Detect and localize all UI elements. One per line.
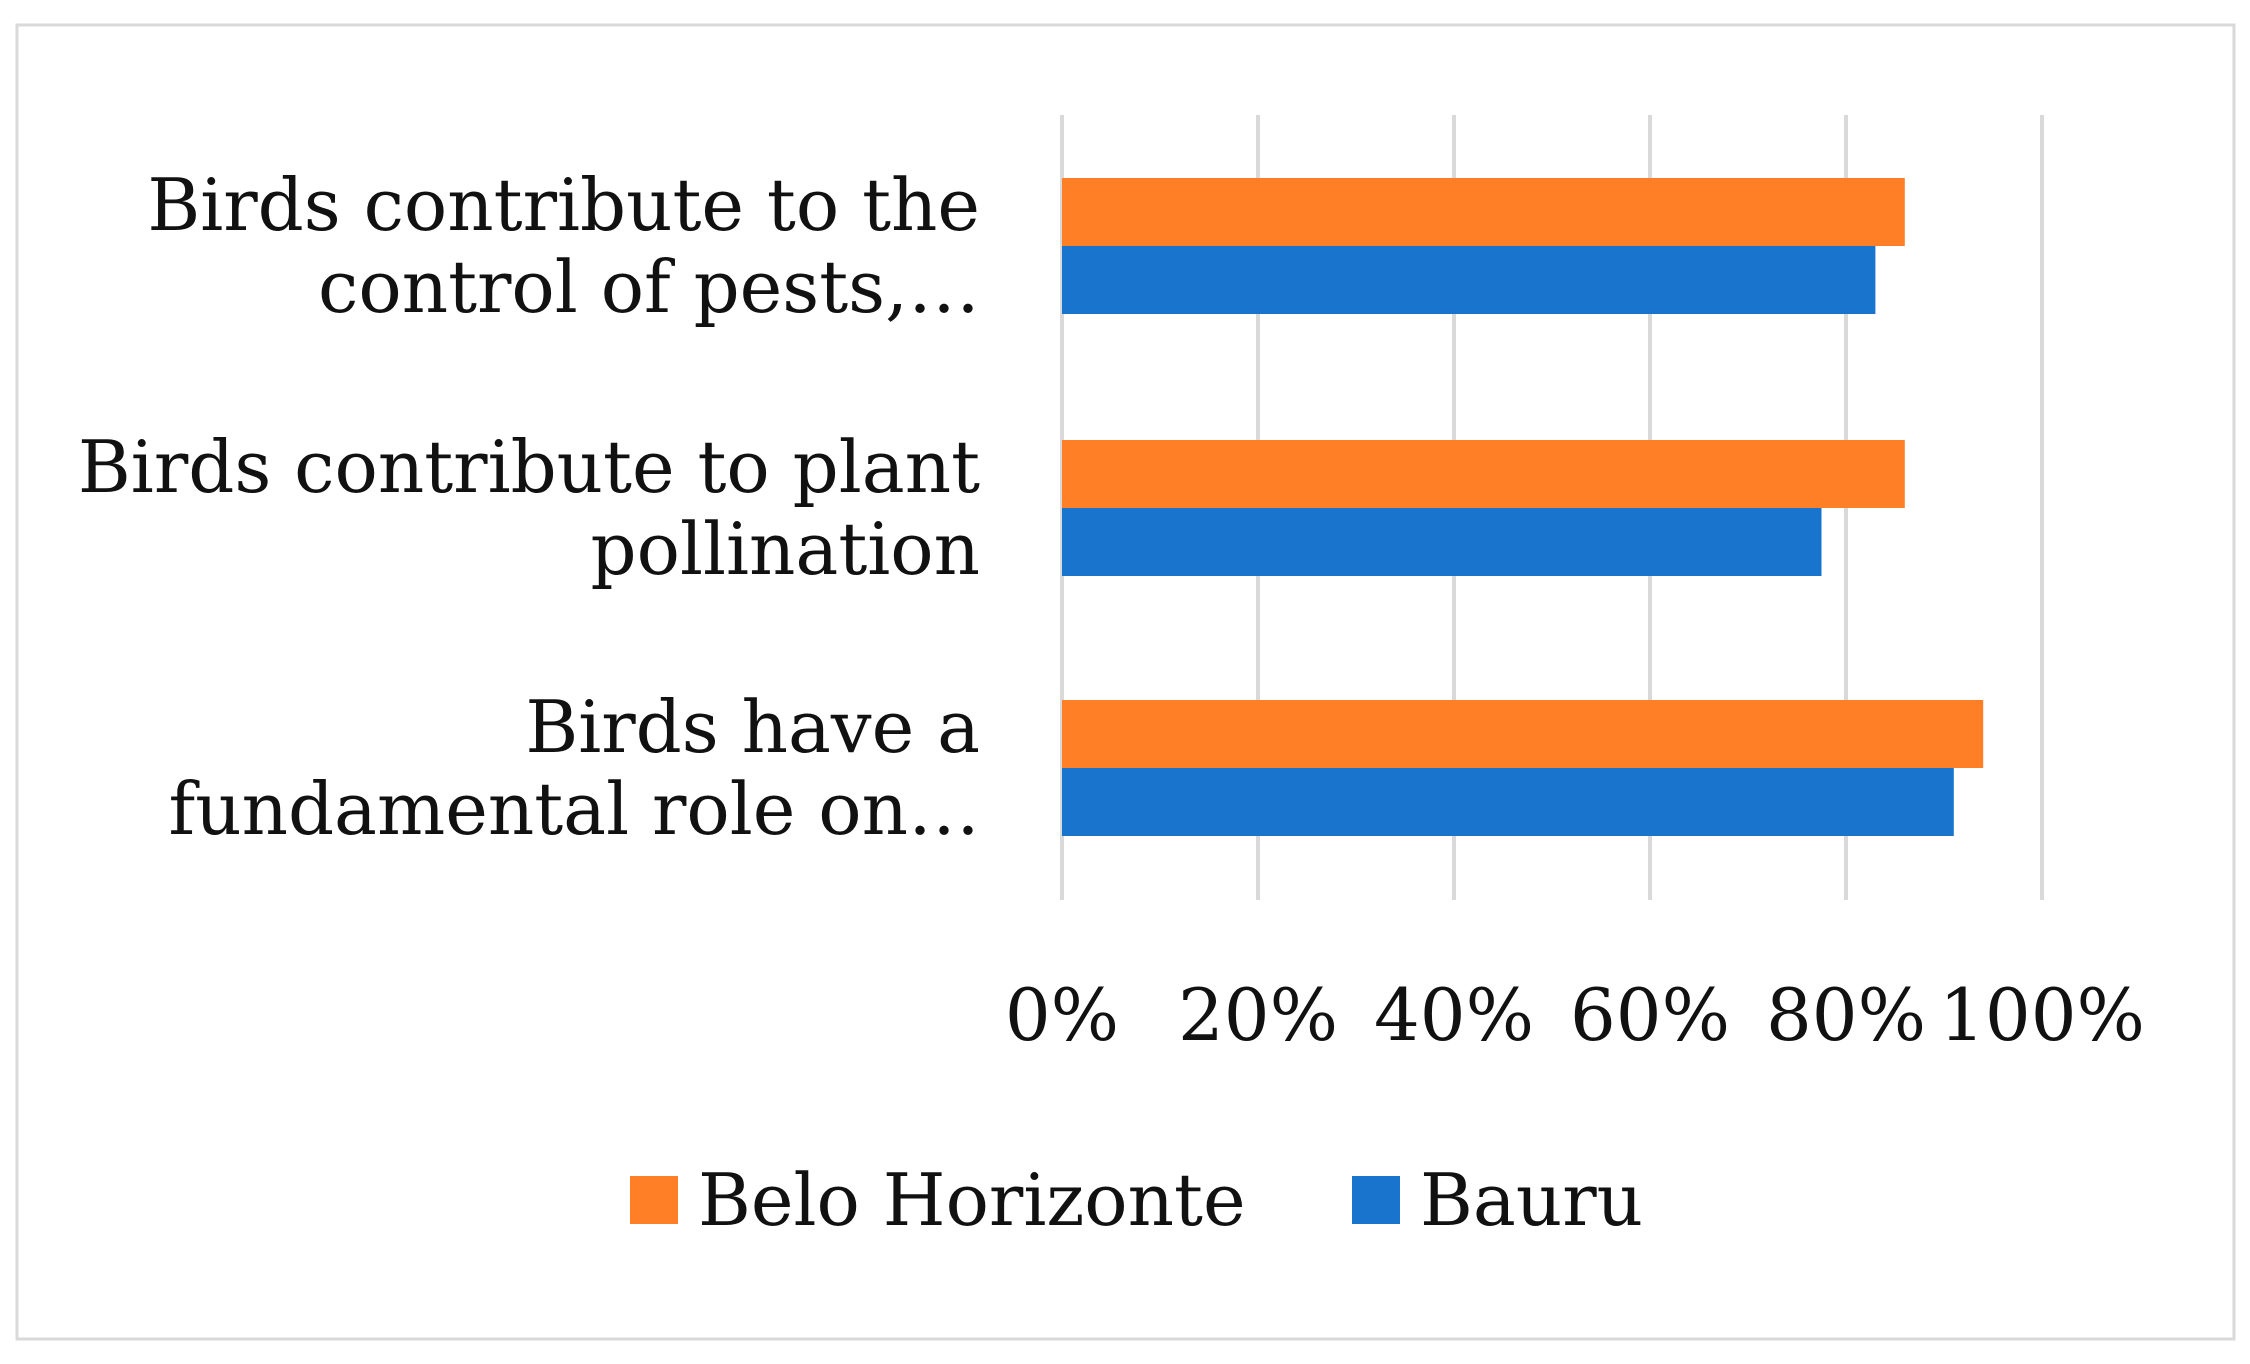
bar-bauru-0	[1062, 246, 1876, 314]
x-tick-label: 100%	[1939, 973, 2145, 1057]
x-tick-label: 80%	[1766, 973, 1926, 1057]
x-tick-label: 60%	[1570, 973, 1730, 1057]
category-label-line: fundamental role on…	[169, 767, 980, 851]
category-label-line: Birds contribute to plant	[78, 425, 980, 509]
category-label: Birds have a fundamental role on…	[169, 685, 980, 851]
legend-label-1: Bauru	[1420, 1158, 1643, 1242]
bar-belo-horizonte-2	[1062, 700, 1984, 768]
legend-swatch-0	[630, 1176, 678, 1224]
category-label-line: control of pests,…	[318, 245, 980, 329]
category-label-line: Birds have a	[525, 685, 980, 769]
x-tick-label: 0%	[1005, 973, 1119, 1057]
legend-swatch-1	[1352, 1176, 1400, 1224]
x-tick-label: 20%	[1178, 973, 1338, 1057]
category-label-line: Birds contribute to the	[147, 163, 980, 247]
category-label-line: pollination	[591, 507, 981, 591]
bar-belo-horizonte-0	[1062, 178, 1905, 246]
bar-bauru-1	[1062, 508, 1822, 576]
category-label: Birds contribute to plant pollination	[78, 425, 980, 591]
x-tick-label: 40%	[1374, 973, 1534, 1057]
legend-label-0: Belo Horizonte	[698, 1158, 1246, 1242]
bar-belo-horizonte-1	[1062, 440, 1905, 508]
category-label: Birds contribute to the control of pests,…	[147, 163, 980, 329]
bar-bauru-2	[1062, 768, 1954, 836]
